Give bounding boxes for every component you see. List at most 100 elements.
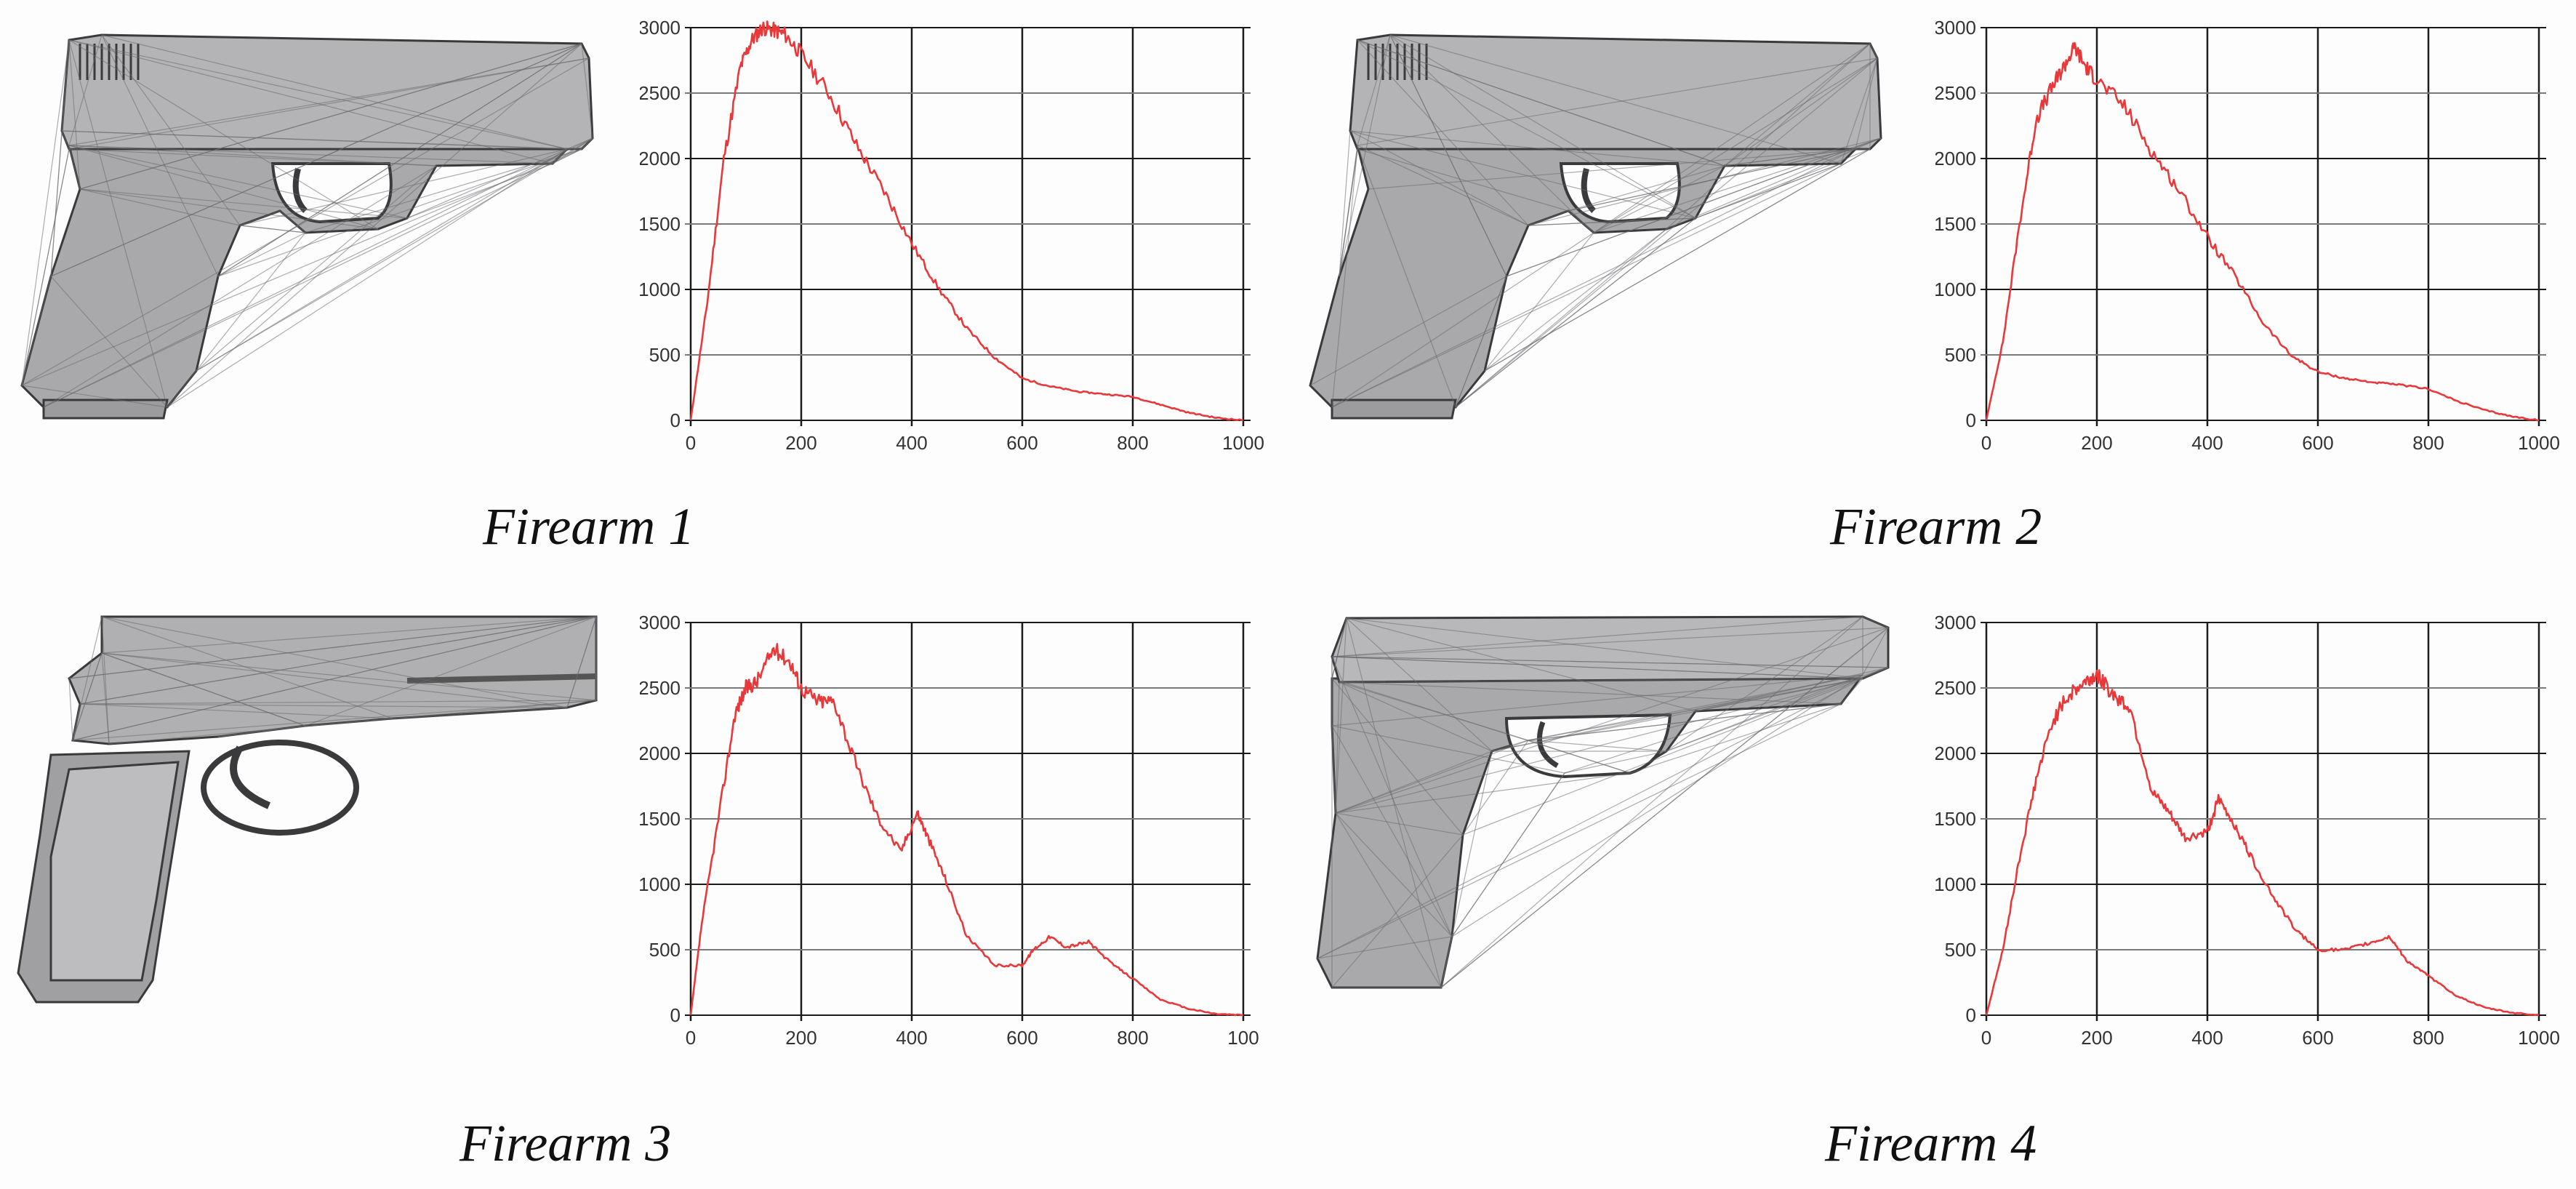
mesh-edge: [1349, 130, 1696, 219]
mesh-edge: [1331, 678, 1631, 774]
mesh-edge: [1331, 656, 1889, 668]
y-tick-label: 3000: [1935, 612, 1976, 633]
caption-firearm-1: Firearm 1: [483, 497, 695, 556]
y-tick-label: 1000: [640, 873, 681, 895]
mesh-edge: [43, 165, 437, 408]
mesh-edge: [68, 39, 168, 408]
mesh-edge: [50, 43, 582, 277]
panel-firearm-2: 0 200 400 600 800 1000 0 500 1000 1500 2000 2500 300…: [1288, 0, 2576, 594]
mesh-edge: [239, 225, 306, 233]
y-tick-label: 500: [649, 939, 681, 961]
y-tick-label: 2000: [1935, 742, 1976, 764]
mesh-edge: [1331, 617, 1347, 679]
mesh-edge: [1528, 703, 1842, 741]
mesh-edge: [101, 34, 568, 150]
mesh-edge: [1357, 148, 1569, 212]
mesh-edge: [1629, 703, 1842, 774]
mesh-edge: [196, 165, 437, 372]
mesh-edge: [1335, 617, 1347, 814]
mesh-edge: [1331, 232, 1594, 408]
mesh-edge: [1331, 725, 1336, 814]
mesh-edge: [392, 707, 568, 719]
mesh-edge: [79, 188, 379, 230]
x-tick-label: 200: [785, 1027, 816, 1046]
mesh-edge: [1455, 228, 1667, 408]
glock-pistol-mesh-icon: [1309, 33, 1882, 420]
mesh-edge: [1346, 617, 1863, 679]
mesh-edge: [101, 652, 110, 745]
trigger-guard: [1504, 713, 1672, 779]
y-tick-label: 0: [670, 1004, 681, 1026]
glock-pistol-mesh-icon: [20, 33, 594, 420]
mesh-edge: [1666, 43, 1871, 230]
gun-magazine: [42, 399, 169, 420]
mesh-edge: [1389, 34, 1507, 277]
grid: [1981, 27, 2546, 426]
mesh-edge: [1331, 616, 1863, 657]
mesh-edge: [1455, 217, 1696, 408]
mesh-edge: [166, 43, 582, 408]
x-tick-label: 400: [896, 1027, 927, 1046]
mesh-edge: [1335, 812, 1453, 937]
y-tick-label: 1500: [640, 213, 681, 235]
y-tick-label: 3000: [1935, 17, 1976, 39]
mesh-edge: [1335, 812, 1442, 988]
y-tick-label: 1000: [1935, 873, 1976, 895]
caption-firearm-3: Firearm 3: [460, 1114, 672, 1172]
mesh-edge: [61, 130, 568, 150]
mesh-edge: [101, 616, 393, 719]
mesh-edge: [79, 703, 393, 719]
grid: [685, 622, 1251, 1021]
mesh-edge: [72, 616, 597, 741]
mesh-edge: [1346, 617, 1442, 988]
series-line: [689, 643, 1243, 1017]
mesh-edge: [1564, 667, 1889, 774]
x-tick-label: 400: [2191, 1027, 2223, 1046]
mesh-edge: [79, 188, 241, 226]
mesh-edge: [1339, 130, 1351, 277]
chart-firearm-4: 0 200 400 600 800 1000 0 500 1000 1500 2000 2500 300…: [1935, 612, 2560, 1046]
x-tick-label: 200: [2081, 1027, 2112, 1046]
mesh-edge: [217, 725, 306, 737]
mesh-edge: [79, 616, 597, 705]
x-tick-label: 1000: [2518, 1027, 2560, 1046]
mesh-edge: [1869, 43, 1878, 59]
mesh-edge: [61, 39, 70, 132]
mesh-edge: [101, 652, 306, 726]
mesh-edge: [68, 616, 597, 679]
mesh-edge: [1357, 145, 1529, 226]
gun-magazine: [1331, 399, 1457, 420]
y-tick-label: 500: [649, 344, 681, 366]
trigger: [292, 167, 308, 213]
x-tick-label: 800: [2412, 432, 2444, 451]
mesh-edge: [279, 210, 306, 233]
y-tick-label: 2500: [640, 677, 681, 699]
mesh-edge: [1339, 148, 1358, 277]
x-tick-label: 200: [2081, 432, 2112, 451]
mesh-edge: [1491, 740, 1529, 752]
gun-slide: [1349, 33, 1882, 151]
mesh-edge: [68, 57, 590, 146]
mesh-edge: [79, 700, 597, 705]
x-tick-label: 400: [2191, 432, 2223, 451]
mesh-edge: [1335, 681, 1340, 814]
mesh-edge: [1349, 130, 1529, 226]
mesh-edge: [406, 163, 553, 219]
mesh-edge: [166, 232, 306, 408]
mesh-edge: [1331, 163, 1842, 408]
x-tick-label: 600: [1006, 432, 1038, 451]
mesh-edge: [1339, 34, 1391, 277]
mesh-edge: [21, 276, 52, 386]
mesh-edge: [1695, 148, 1871, 219]
mesh-edge: [101, 616, 110, 745]
mesh-edge: [1335, 772, 1631, 814]
mesh-edge: [217, 232, 306, 277]
mesh-edge: [1666, 616, 1863, 752]
revolver-frame-mesh-icon: [17, 615, 598, 1004]
mesh-edge: [68, 148, 437, 167]
mesh-edge: [21, 39, 70, 386]
mesh-edge: [1331, 148, 1856, 408]
panel-firearm-1: 0 200 400 600 800 1000 0 500 1000 1500 2000 2500 300…: [0, 0, 1288, 594]
trigger: [1537, 721, 1559, 769]
series-line: [1985, 669, 2540, 1017]
